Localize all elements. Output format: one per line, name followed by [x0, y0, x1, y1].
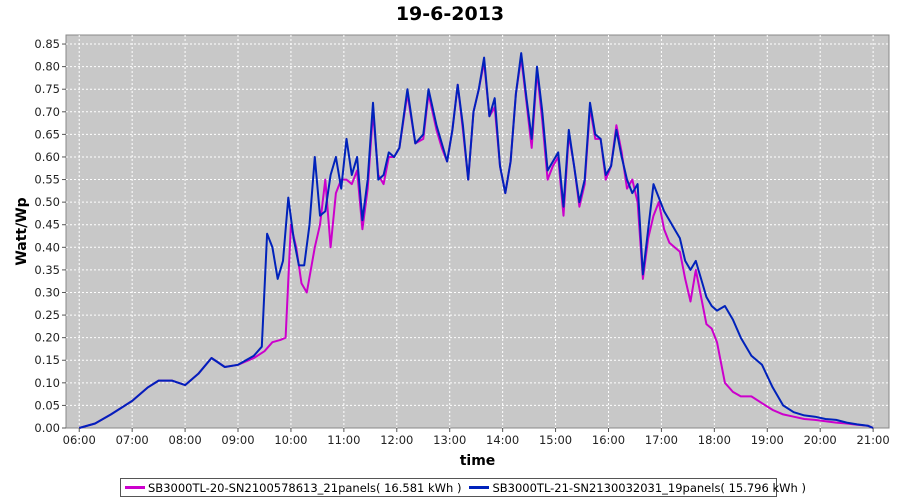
- legend: SB3000TL-20-SN2100578613_21panels( 16.58…: [120, 478, 806, 497]
- legend-swatch: [469, 486, 490, 489]
- y-tick-label: 0.10: [34, 376, 60, 390]
- y-tick-label: 0.80: [34, 60, 60, 74]
- y-tick-label: 0.05: [34, 398, 60, 412]
- x-axis: 06:00 07:00 08:00 09:00 10:00 11:00 12:00 13:00…: [63, 428, 890, 447]
- y-tick-label: 0.70: [34, 105, 60, 119]
- x-tick-label: 18:00: [698, 433, 731, 447]
- grid-lines: [66, 35, 889, 428]
- y-tick-label: 0.85: [34, 37, 60, 51]
- x-tick-label: 21:00: [857, 433, 890, 447]
- y-axis-label: Watt/Wp: [14, 197, 30, 265]
- plot-area: [65, 34, 890, 429]
- y-tick-label: 0.60: [34, 150, 60, 164]
- legend-swatch: [125, 486, 145, 489]
- x-tick-label: 14:00: [486, 433, 519, 447]
- y-tick-label: 0.65: [34, 127, 60, 141]
- legend-item-series-1: SB3000TL-20-SN2100578613_21panels( 16.58…: [125, 481, 461, 495]
- y-tick-label: 0.40: [34, 240, 60, 254]
- x-tick-label: 13:00: [433, 433, 466, 447]
- y-tick-label: 0.45: [34, 218, 60, 232]
- chart-title: 19-6-2013: [395, 3, 505, 25]
- x-tick-label: 09:00: [221, 433, 254, 447]
- y-tick-label: 0.50: [34, 195, 60, 209]
- x-axis-label: time: [460, 453, 496, 469]
- y-axis: 0.00 0.05 0.10 0.15 0.20 0.25 0.30 0.35 0.40 0.45…: [34, 37, 66, 435]
- series-line-2: [78, 52, 874, 429]
- x-tick-label: 20:00: [804, 433, 837, 447]
- x-tick-label: 08:00: [169, 433, 202, 447]
- x-tick-label: 15:00: [539, 433, 572, 447]
- x-tick-label: 17:00: [645, 433, 678, 447]
- y-tick-label: 0.35: [34, 263, 60, 277]
- x-tick-label: 16:00: [592, 433, 625, 447]
- x-tick-label: 06:00: [63, 433, 96, 447]
- series-lines: [78, 52, 874, 429]
- y-tick-label: 0.15: [34, 353, 60, 367]
- y-tick-label: 0.25: [34, 308, 60, 322]
- y-tick-label: 0.30: [34, 285, 60, 299]
- x-tick-label: 19:00: [751, 433, 784, 447]
- x-tick-label: 10:00: [274, 433, 307, 447]
- legend-label: SB3000TL-21-SN2130032031_19panels( 15.79…: [492, 480, 806, 495]
- x-tick-label: 12:00: [380, 433, 413, 447]
- x-tick-label: 07:00: [116, 433, 149, 447]
- legend-item-series-2: SB3000TL-21-SN2130032031_19panels( 15.79…: [469, 480, 806, 495]
- y-tick-label: 0.00: [34, 421, 60, 435]
- x-tick-label: 11:00: [327, 433, 360, 447]
- y-tick-label: 0.20: [34, 331, 60, 345]
- y-tick-label: 0.75: [34, 82, 60, 96]
- y-tick-label: 0.55: [34, 173, 60, 187]
- legend-label: SB3000TL-20-SN2100578613_21panels( 16.58…: [148, 480, 462, 495]
